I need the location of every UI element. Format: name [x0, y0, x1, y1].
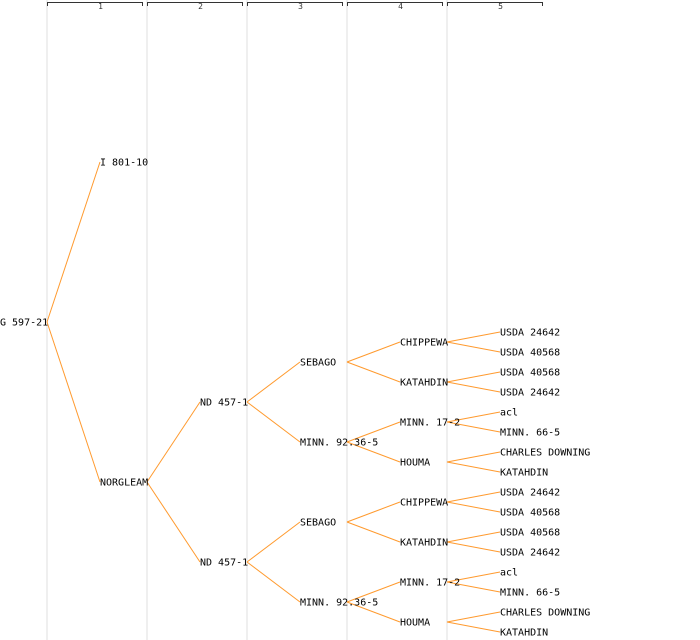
- pedigree-node[interactable]: HOUMA: [400, 458, 430, 469]
- pedigree-edge: [446, 611, 501, 623]
- generation-bracket: [347, 2, 443, 6]
- pedigree-edge: [246, 561, 301, 603]
- pedigree-node[interactable]: acl: [500, 408, 518, 419]
- pedigree-edge: [446, 531, 501, 543]
- generation-columns: 1 2 3 4 5: [46, 0, 543, 640]
- pedigree-node[interactable]: NORGLEAM: [100, 478, 148, 489]
- pedigree-nodes: I 801-10 USDA 24642 USDA 40568 CHIPPEWA USDA…: [0, 158, 590, 639]
- pedigree-node[interactable]: ND 457-1: [200, 558, 248, 569]
- pedigree-node[interactable]: USDA 24642: [500, 388, 560, 399]
- pedigree-node[interactable]: KATAHDIN: [400, 538, 448, 549]
- pedigree-node[interactable]: KATAHDIN: [400, 378, 448, 389]
- generation-bracket: [47, 2, 143, 6]
- pedigree-edge: [246, 401, 301, 443]
- pedigree-node[interactable]: MINN. 17-2: [400, 418, 460, 429]
- pedigree-node[interactable]: USDA 40568: [500, 368, 560, 379]
- pedigree-edges: [46, 161, 501, 633]
- pedigree-edge: [146, 481, 201, 563]
- pedigree-edge: [446, 541, 501, 553]
- pedigree-edge: [446, 571, 501, 583]
- pedigree-node[interactable]: USDA 24642: [500, 548, 560, 559]
- pedigree-edge: [346, 421, 401, 443]
- pedigree-edge: [346, 341, 401, 363]
- generation-label: 3: [298, 2, 303, 11]
- pedigree-edge: [446, 371, 501, 383]
- pedigree-node[interactable]: MINN. 92.36-5: [300, 438, 378, 449]
- pedigree-node[interactable]: KATAHDIN: [500, 628, 548, 639]
- pedigree-node[interactable]: USDA 24642: [500, 328, 560, 339]
- pedigree-node[interactable]: USDA 40568: [500, 348, 560, 359]
- pedigree-node[interactable]: G 597-21: [0, 318, 48, 329]
- pedigree-edge: [346, 521, 401, 543]
- pedigree-edge: [446, 621, 501, 633]
- generation-bracket: [447, 2, 543, 6]
- pedigree-node[interactable]: USDA 40568: [500, 528, 560, 539]
- pedigree-node[interactable]: CHARLES DOWNING: [500, 608, 590, 619]
- generation-label: 5: [498, 2, 503, 11]
- pedigree-edge: [446, 461, 501, 473]
- pedigree-edge: [46, 321, 101, 483]
- generation-label: 2: [198, 2, 203, 11]
- pedigree-edge: [446, 341, 501, 353]
- pedigree-node[interactable]: KATAHDIN: [500, 468, 548, 479]
- pedigree-edge: [146, 401, 201, 483]
- generation-bracket: [247, 2, 343, 6]
- pedigree-node[interactable]: acl: [500, 568, 518, 579]
- pedigree-edge: [46, 161, 101, 323]
- pedigree-edge: [446, 411, 501, 423]
- pedigree-node[interactable]: CHIPPEWA: [400, 498, 448, 509]
- pedigree-node[interactable]: HOUMA: [400, 618, 430, 629]
- pedigree-edge: [346, 601, 401, 623]
- pedigree-edge: [346, 501, 401, 523]
- generation-label: 1: [98, 2, 103, 11]
- pedigree-node[interactable]: USDA 24642: [500, 488, 560, 499]
- pedigree-edge: [446, 501, 501, 513]
- pedigree-node[interactable]: SEBAGO: [300, 518, 336, 529]
- pedigree-edge: [446, 421, 501, 433]
- pedigree-node[interactable]: MINN. 92.36-5: [300, 598, 378, 609]
- pedigree-node[interactable]: USDA 40568: [500, 508, 560, 519]
- pedigree-node[interactable]: MINN. 66-5: [500, 428, 560, 439]
- pedigree-edge: [346, 361, 401, 383]
- pedigree-edge: [446, 491, 501, 503]
- pedigree-edge: [446, 381, 501, 393]
- pedigree-edge: [446, 331, 501, 343]
- pedigree-edge: [246, 521, 301, 563]
- pedigree-node[interactable]: ND 457-1: [200, 398, 248, 409]
- pedigree-edge: [346, 581, 401, 603]
- pedigree-edge: [446, 451, 501, 463]
- pedigree-node[interactable]: SEBAGO: [300, 358, 336, 369]
- pedigree-node[interactable]: CHIPPEWA: [400, 338, 448, 349]
- pedigree-node[interactable]: I 801-10: [100, 158, 148, 169]
- pedigree-edge: [346, 441, 401, 463]
- pedigree-node[interactable]: CHARLES DOWNING: [500, 448, 590, 459]
- generation-label: 4: [398, 2, 403, 11]
- pedigree-edge: [246, 361, 301, 403]
- generation-bracket: [147, 2, 243, 6]
- pedigree-edge: [446, 581, 501, 593]
- pedigree-node[interactable]: MINN. 17-2: [400, 578, 460, 589]
- pedigree-node[interactable]: MINN. 66-5: [500, 588, 560, 599]
